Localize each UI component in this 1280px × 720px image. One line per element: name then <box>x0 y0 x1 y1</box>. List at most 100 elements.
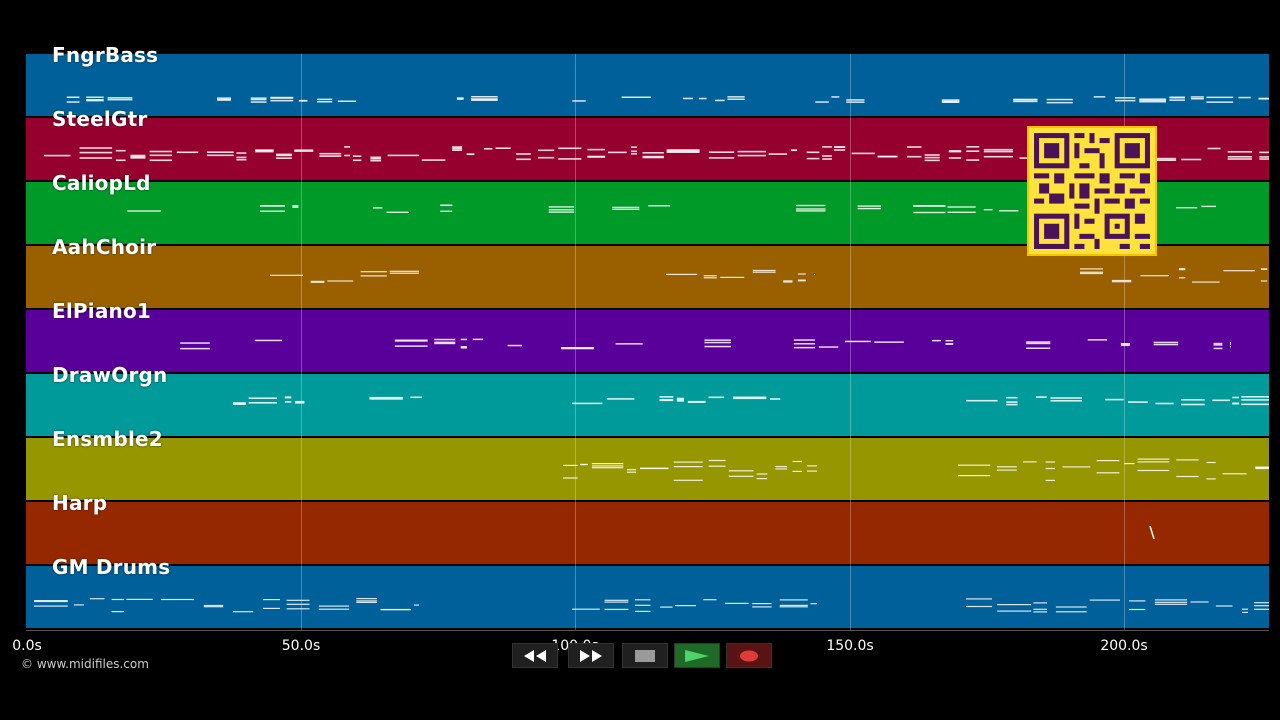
note-mark <box>160 598 195 601</box>
rewind-button[interactable] <box>512 643 558 668</box>
note-mark <box>666 150 700 152</box>
note-mark <box>779 599 808 601</box>
note-mark <box>233 403 246 405</box>
note-mark <box>317 101 333 103</box>
note-mark <box>203 606 224 608</box>
note-mark <box>1089 599 1120 601</box>
note-mark <box>86 96 104 98</box>
note-mark <box>1026 341 1051 343</box>
note-mark <box>612 208 640 210</box>
note-mark <box>79 147 113 149</box>
note-mark <box>270 97 294 99</box>
note-mark <box>676 398 684 401</box>
note-mark <box>471 96 498 98</box>
note-mark <box>284 396 292 399</box>
note-mark <box>1241 399 1269 401</box>
note-pattern <box>127 204 1216 214</box>
note-mark <box>796 208 826 210</box>
note-mark <box>834 146 846 148</box>
note-mark <box>294 150 314 152</box>
note-mark <box>913 205 946 207</box>
note-mark <box>206 154 234 157</box>
note-mark <box>548 209 575 211</box>
record-button[interactable] <box>726 643 772 668</box>
stop-button[interactable] <box>622 643 668 668</box>
note-mark <box>130 157 146 159</box>
play-button[interactable] <box>674 643 720 668</box>
note-mark <box>130 154 146 157</box>
track-lane-gm-drums: GM Drums <box>26 555 1269 628</box>
note-mark <box>516 153 531 155</box>
track-lane-elpiano1: ElPiano1 <box>26 299 1269 372</box>
note-mark <box>44 154 71 157</box>
note-mark <box>775 466 788 468</box>
note-mark <box>631 146 637 148</box>
note-mark <box>262 599 280 601</box>
note-mark <box>1046 101 1073 104</box>
note-mark <box>626 471 637 473</box>
note-mark <box>948 150 962 153</box>
note-mark <box>924 159 940 162</box>
note-mark <box>997 610 1032 612</box>
note-mark <box>631 150 637 153</box>
note-mark <box>1045 479 1055 481</box>
note-mark <box>276 153 292 156</box>
note-mark <box>460 338 467 341</box>
note-mark <box>1192 281 1220 283</box>
note-mark <box>727 98 745 100</box>
note-mark <box>260 210 285 212</box>
note-mark <box>793 339 815 341</box>
note-mark <box>434 342 456 345</box>
note-mark <box>236 158 247 161</box>
note-mark <box>834 149 846 151</box>
note-mark <box>631 153 637 155</box>
note-mark <box>276 157 292 159</box>
note-mark <box>1155 157 1177 160</box>
note-mark <box>687 401 706 403</box>
note-mark <box>997 466 1017 468</box>
note-mark <box>966 399 998 402</box>
tick-label: 200.0s <box>1100 638 1148 654</box>
note-mark <box>708 151 735 153</box>
note-mark <box>452 147 463 150</box>
note-mark <box>1169 99 1185 101</box>
note-mark <box>1181 399 1205 401</box>
note-mark <box>34 600 68 603</box>
note-mark <box>673 466 703 468</box>
note-mark <box>1140 275 1169 277</box>
note-mark <box>440 204 453 206</box>
note-mark <box>1227 151 1252 153</box>
note-mark <box>770 398 781 400</box>
note-mark <box>1213 344 1223 346</box>
note-mark <box>676 400 684 402</box>
note-mark <box>1178 268 1186 270</box>
track-label: ElPiano1 <box>52 299 152 323</box>
note-mark <box>608 151 627 154</box>
note-mark <box>1213 347 1223 350</box>
note-mark <box>1154 603 1188 605</box>
note-mark <box>791 149 798 151</box>
note-mark <box>733 397 767 400</box>
note-mark <box>255 149 274 151</box>
note-mark <box>966 159 980 161</box>
note-mark <box>360 271 387 273</box>
note-mark <box>1045 467 1055 470</box>
note-mark <box>1055 611 1087 613</box>
note-mark <box>563 477 578 479</box>
note-mark <box>1111 281 1132 283</box>
note-mark <box>386 211 409 213</box>
note-mark <box>1096 460 1120 462</box>
note-mark <box>1181 158 1202 161</box>
note-mark <box>414 604 419 606</box>
note-mark <box>217 97 231 99</box>
note-mark <box>1207 147 1221 150</box>
fast-forward-button[interactable] <box>568 643 614 668</box>
note-mark <box>591 465 624 467</box>
note-mark <box>1033 602 1047 604</box>
note-mark <box>1155 159 1177 161</box>
note-mark <box>298 99 308 102</box>
note-mark <box>797 279 806 281</box>
note-mark <box>250 98 267 101</box>
note-mark <box>874 341 904 343</box>
note-mark <box>737 150 766 153</box>
